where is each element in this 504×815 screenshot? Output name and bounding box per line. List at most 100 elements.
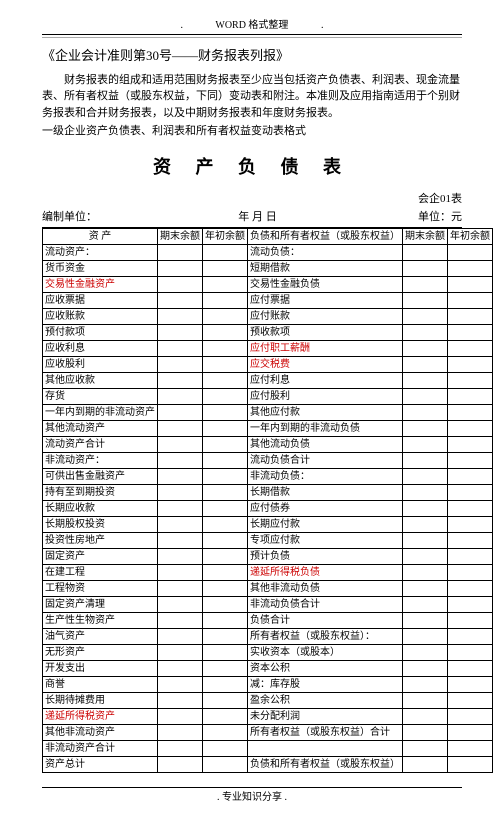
asset-item: 长期应收款 [43, 500, 158, 516]
liability-item: 非流动负债合计 [248, 596, 403, 612]
asset-item: 其他流动资产 [43, 420, 158, 436]
liability-item: 负债和所有者权益（或股东权益） [248, 756, 403, 772]
asset-item: 应收股利 [43, 356, 158, 372]
table-row: 其他流动资产一年内到期的非流动负债 [43, 420, 493, 436]
amount-cell [203, 308, 248, 324]
sub-heading: 一级企业资产负债表、利润表和所有者权益变动表格式 [42, 123, 462, 140]
amount-cell [158, 292, 203, 308]
amount-cell [448, 660, 493, 676]
liability-item: 预收款项 [248, 324, 403, 340]
amount-cell [403, 484, 448, 500]
amount-cell [403, 292, 448, 308]
amount-cell [448, 340, 493, 356]
table-row: 开发支出资本公积 [43, 660, 493, 676]
amount-cell [203, 596, 248, 612]
amount-cell [203, 756, 248, 772]
liability-item: 减：库存股 [248, 676, 403, 692]
asset-item: 开发支出 [43, 660, 158, 676]
table-row: 递延所得税资产未分配利润 [43, 708, 493, 724]
amount-cell [203, 372, 248, 388]
amount-cell [448, 324, 493, 340]
amount-cell [448, 756, 493, 772]
liability-item: 预计负债 [248, 548, 403, 564]
amount-cell [403, 420, 448, 436]
amount-cell [158, 260, 203, 276]
amount-cell [403, 308, 448, 324]
amount-cell [203, 740, 248, 756]
asset-item: 非流动资产合计 [43, 740, 158, 756]
amount-cell [448, 452, 493, 468]
prepared-by-label: 编制单位： [42, 209, 97, 226]
page-header: . WORD 格式整理 . [42, 18, 462, 35]
amount-cell [403, 324, 448, 340]
amount-cell [158, 340, 203, 356]
table-row: 可供出售金融资产非流动负债： [43, 468, 493, 484]
amount-cell [448, 404, 493, 420]
table-row: 存货应付股利 [43, 388, 493, 404]
amount-cell [203, 724, 248, 740]
amount-cell [403, 548, 448, 564]
liability-item: 应付债券 [248, 500, 403, 516]
header-dot-right: . [321, 20, 324, 31]
amount-cell [158, 276, 203, 292]
amount-cell [158, 468, 203, 484]
asset-item: 其他非流动资产 [43, 724, 158, 740]
amount-cell [403, 692, 448, 708]
amount-cell [448, 548, 493, 564]
amount-cell [158, 548, 203, 564]
amount-cell [158, 676, 203, 692]
amount-cell [403, 596, 448, 612]
table-row: 非流动资产：流动负债合计 [43, 452, 493, 468]
amount-cell [448, 532, 493, 548]
header-rule [42, 37, 462, 38]
asset-item: 交易性金融资产 [43, 276, 158, 292]
amount-cell [448, 468, 493, 484]
amount-cell [203, 532, 248, 548]
liability-item: 长期借款 [248, 484, 403, 500]
amount-cell [158, 420, 203, 436]
amount-cell [403, 516, 448, 532]
amount-cell [158, 500, 203, 516]
liability-item: 应付股利 [248, 388, 403, 404]
asset-item: 油气资产 [43, 628, 158, 644]
amount-cell [403, 724, 448, 740]
amount-cell [448, 244, 493, 260]
table-row: 货币资金短期借款 [43, 260, 493, 276]
amount-cell [158, 484, 203, 500]
amount-cell [403, 340, 448, 356]
table-row: 应收账款应付账款 [43, 308, 493, 324]
liability-item: 其他流动负债 [248, 436, 403, 452]
amount-cell [203, 484, 248, 500]
table-row: 固定资产预计负债 [43, 548, 493, 564]
table-row: 其他非流动资产所有者权益（或股东权益）合计 [43, 724, 493, 740]
amount-cell [158, 596, 203, 612]
amount-cell [203, 612, 248, 628]
amount-cell [448, 276, 493, 292]
asset-item: 无形资产 [43, 644, 158, 660]
asset-item: 应收利息 [43, 340, 158, 356]
amount-cell [448, 308, 493, 324]
amount-cell [403, 452, 448, 468]
amount-cell [403, 644, 448, 660]
amount-cell [403, 676, 448, 692]
amount-cell [158, 324, 203, 340]
amount-cell [448, 724, 493, 740]
table-row: 在建工程递延所得税负债 [43, 564, 493, 580]
table-row: 商誉减：库存股 [43, 676, 493, 692]
asset-item: 可供出售金融资产 [43, 468, 158, 484]
liability-item: 实收资本（或股本） [248, 644, 403, 660]
liability-item: 应付利息 [248, 372, 403, 388]
amount-cell [448, 292, 493, 308]
asset-item: 持有至到期投资 [43, 484, 158, 500]
amount-cell [203, 708, 248, 724]
amount-cell [403, 372, 448, 388]
table-row: 油气资产所有者权益（或股东权益）： [43, 628, 493, 644]
amount-cell [403, 260, 448, 276]
header-dot-left: . [181, 20, 184, 31]
amount-cell [203, 276, 248, 292]
table-row: 长期股权投资长期应付款 [43, 516, 493, 532]
amount-cell [203, 292, 248, 308]
amount-cell [203, 548, 248, 564]
asset-item: 投资性房地产 [43, 532, 158, 548]
table-row: 持有至到期投资 长期借款 [43, 484, 493, 500]
